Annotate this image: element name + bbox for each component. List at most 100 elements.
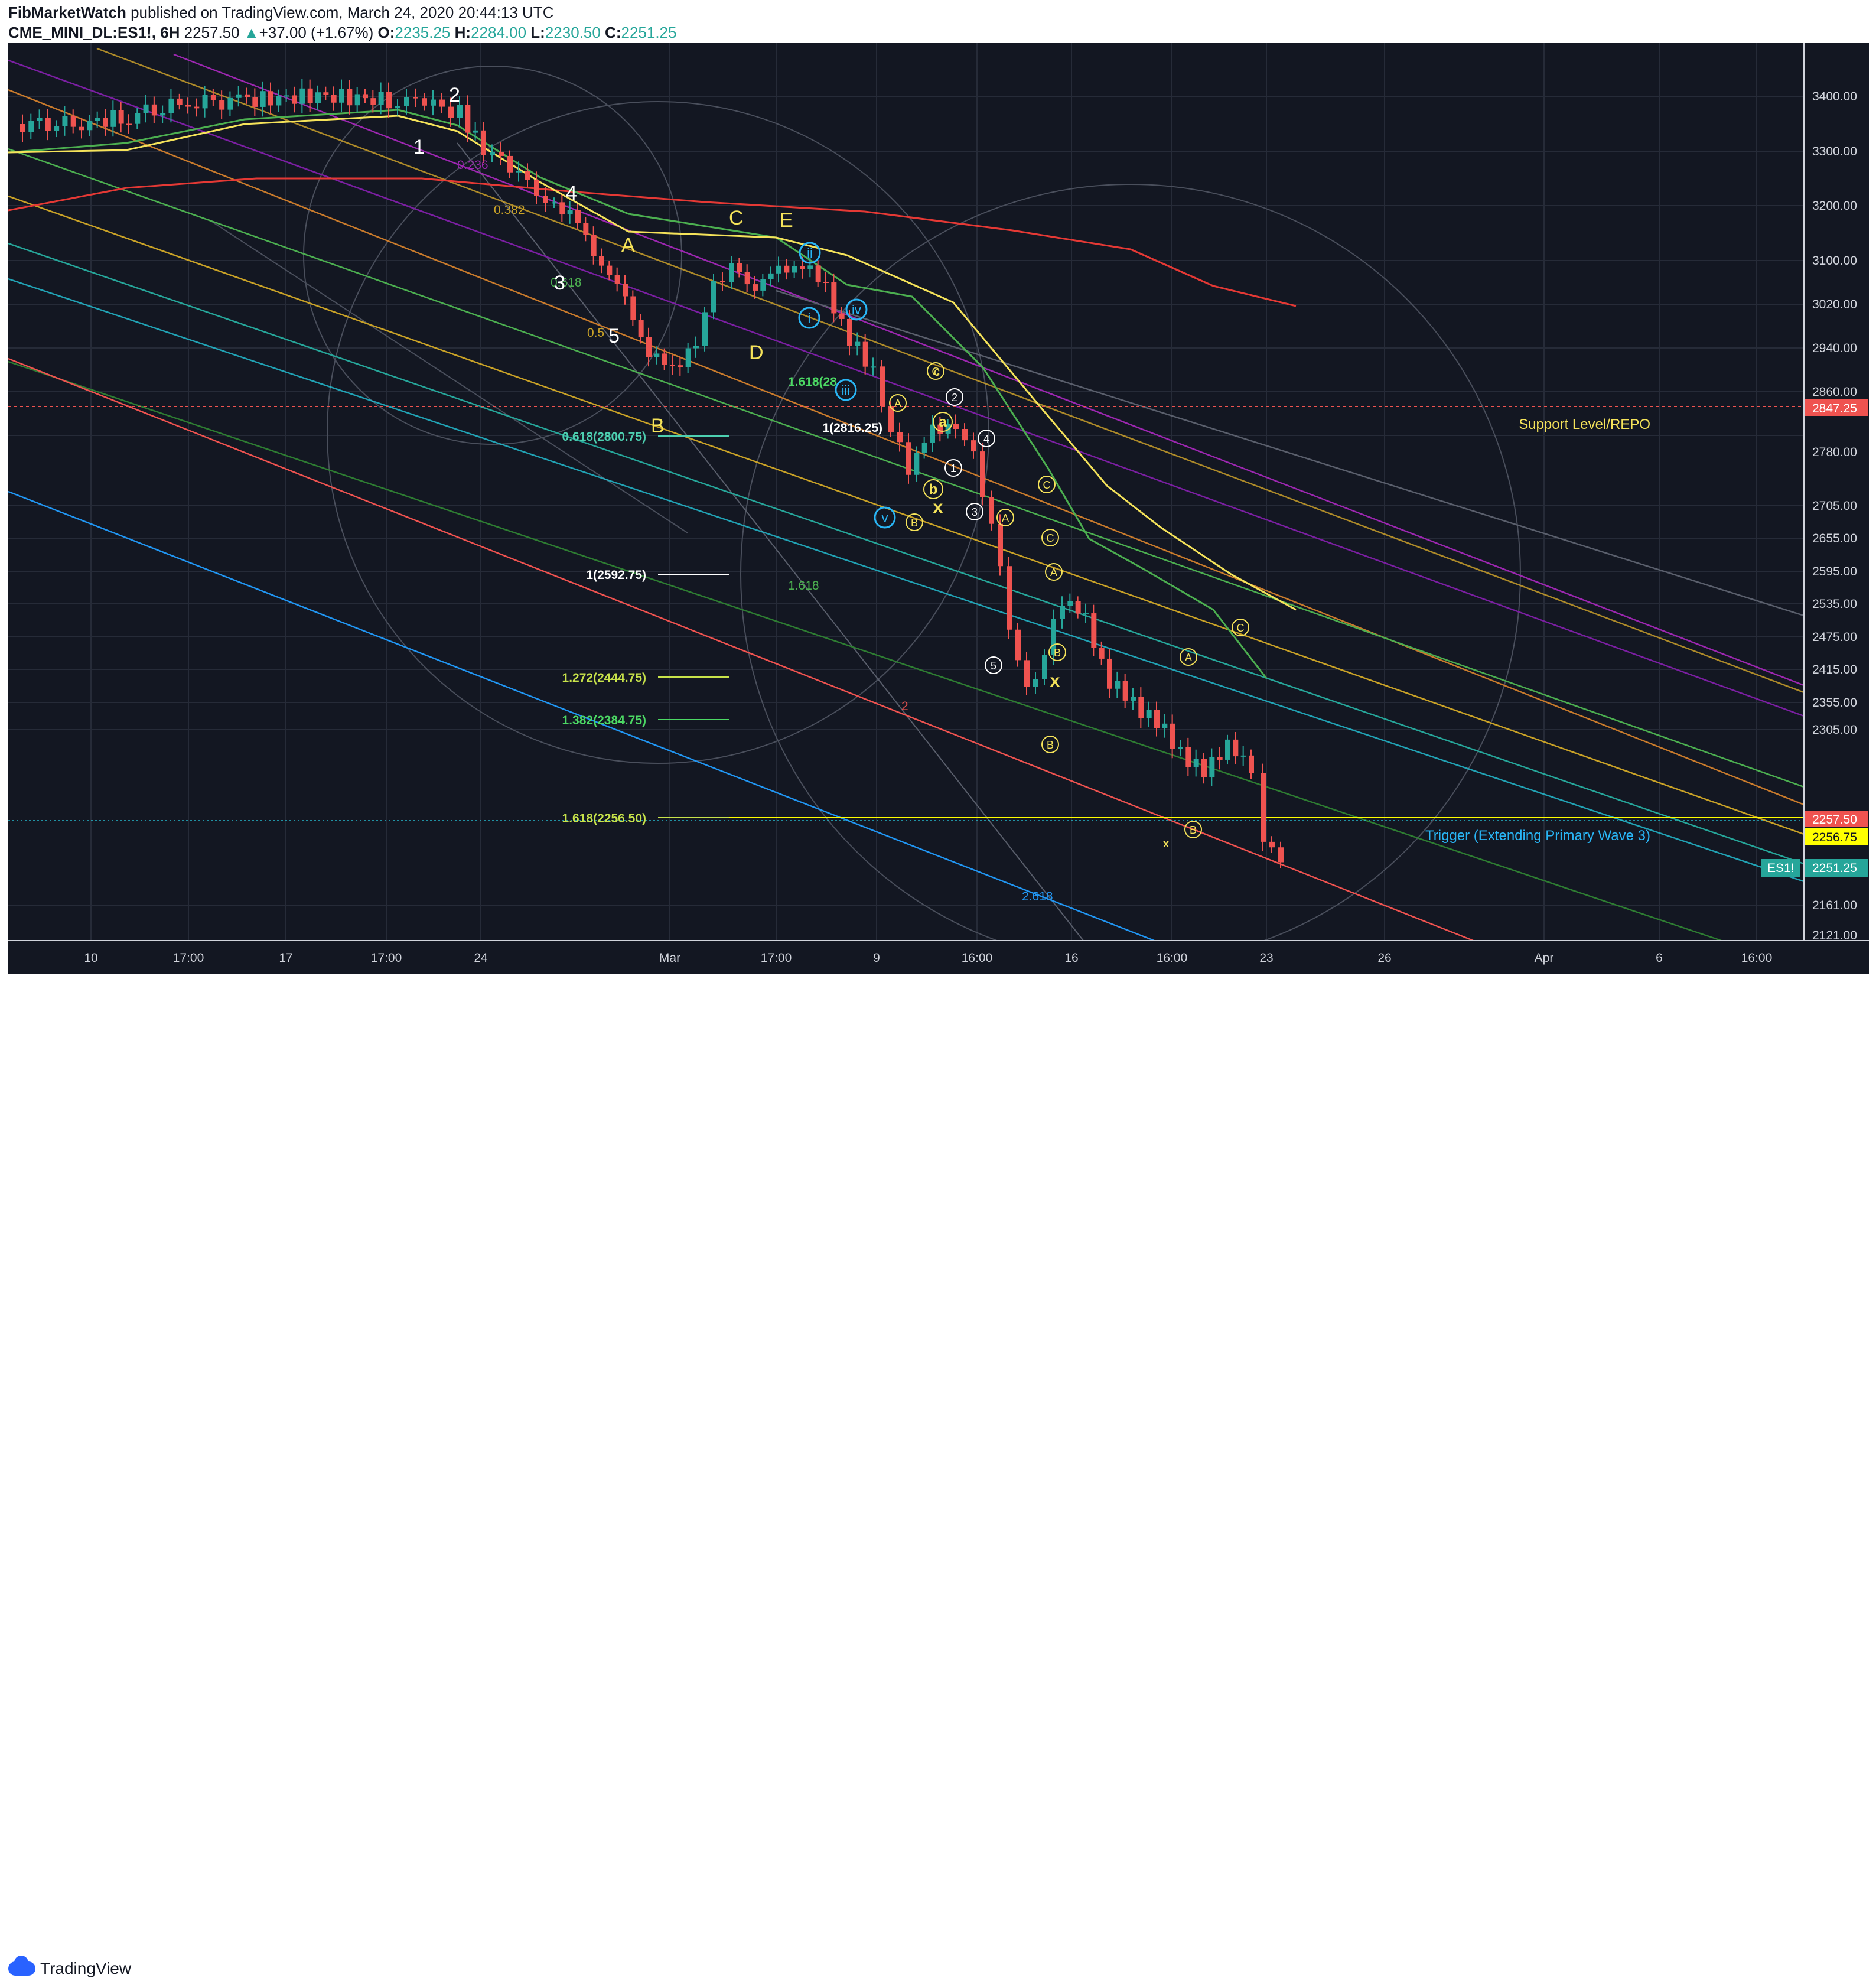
circled-1: 1: [950, 463, 956, 474]
candle-bull: [711, 281, 716, 313]
candle-bear: [599, 256, 604, 266]
candle-bear: [862, 341, 868, 367]
candle-bear: [534, 180, 539, 196]
level-labels: Support Level/REPO Trigger (Extending Pr…: [1425, 417, 1650, 844]
symbol-badge-text: ES1!: [1767, 861, 1794, 875]
candle-bear: [623, 284, 628, 297]
candle-bull: [760, 279, 766, 291]
candle-bull: [768, 273, 774, 279]
candle-bull: [236, 94, 242, 98]
small-c-label: c: [934, 366, 940, 379]
time-tick: 17:00: [371, 951, 402, 965]
price-badge-last-text: 2257.50: [1812, 813, 1857, 827]
wave-label-B: B: [651, 415, 665, 437]
candle-bear: [177, 98, 183, 105]
candle-bear: [465, 105, 471, 133]
fib-level-labels: 0.618(2800.75) 1(2816.25) 1.618(28 1(259…: [562, 375, 882, 825]
circled-B-2: B: [1047, 739, 1054, 751]
fib-fan-lines: [8, 47, 1805, 942]
candle-bear: [151, 104, 157, 116]
symbol-name[interactable]: CME_MINI_DL:ES1!, 6H: [8, 24, 180, 41]
candle-bear: [103, 118, 108, 127]
price-badge-trigger: [1805, 828, 1868, 845]
candle-bear: [1154, 710, 1160, 728]
candle-bull: [143, 104, 149, 113]
circled-A-1: A: [894, 398, 901, 409]
price-badge-support: [1805, 399, 1868, 416]
candle-bear: [413, 97, 418, 99]
price-tick: 2595.00: [1812, 565, 1857, 578]
tradingview-brand: TradingView: [40, 1959, 132, 1977]
price-tick: 2161.00: [1812, 899, 1857, 912]
circled-B-3: B: [1054, 647, 1061, 659]
wave-label-A: A: [621, 234, 635, 256]
wave-label-4: 4: [566, 182, 577, 204]
circled-4: 4: [983, 433, 989, 445]
candle-bear: [1107, 658, 1112, 689]
time-axis[interactable]: 10 17:00 17 17:00 24 Mar 17:00 9 16:00 1…: [8, 940, 1869, 974]
price-candles: [20, 79, 1284, 868]
fib-label-0618: 0.618(2800.75): [562, 430, 646, 444]
price-tick: 2355.00: [1812, 696, 1857, 710]
wave-label-5: 5: [608, 325, 620, 347]
candle-bear: [1091, 613, 1097, 648]
grid: [8, 43, 1804, 941]
price-badge-trigger-text: 2256.75: [1812, 831, 1857, 844]
candle-bull: [1051, 619, 1056, 655]
author-name[interactable]: FibMarketWatch: [8, 4, 126, 21]
candle-bear: [839, 313, 845, 319]
candle-bull: [299, 88, 305, 104]
circled-5: 5: [991, 660, 996, 672]
circled-A-2: A: [1002, 512, 1009, 524]
candle-bear: [823, 281, 829, 283]
wave-label-E: E: [780, 209, 793, 232]
candle-bear: [998, 523, 1003, 567]
candle-bear: [737, 263, 742, 272]
time-tick: 16: [1064, 951, 1078, 965]
candle-bear: [753, 284, 758, 291]
price-change: +37.00 (+1.67%): [259, 24, 374, 41]
candle-bull: [490, 151, 495, 155]
candle-bull: [1162, 723, 1168, 728]
x-label-1: x: [933, 497, 943, 517]
high-label: H:: [454, 24, 471, 41]
symbol-badge: [1761, 859, 1800, 877]
wave-label-C: C: [729, 207, 744, 229]
candle-bull: [702, 312, 708, 346]
publication-line: FibMarketWatch published on TradingView.…: [8, 4, 553, 22]
candle-bear: [118, 110, 124, 124]
time-tick: 26: [1377, 951, 1391, 965]
chart-pane[interactable]: 0.618(2800.75) 1(2816.25) 1.618(28 1(259…: [8, 43, 1869, 974]
tradingview-cloud-icon: [8, 1956, 35, 1976]
candle-bear: [370, 98, 376, 105]
price-axis[interactable]: 3400.00 3300.00 3200.00 3100.00 3020.00 …: [1761, 43, 1869, 942]
circled-small-a: a: [939, 414, 947, 430]
circled-i: i: [808, 311, 811, 326]
open-label: O:: [377, 24, 395, 41]
time-tick: 17:00: [173, 951, 204, 965]
circled-small-b: b: [929, 482, 938, 497]
candle-bull: [792, 266, 797, 273]
candle-bull: [227, 97, 233, 110]
candle-bull: [354, 94, 360, 106]
candle-bear: [591, 235, 597, 256]
candle-bear: [1170, 723, 1175, 749]
candle-bear: [422, 98, 427, 106]
candle-bull: [1240, 755, 1246, 757]
tradingview-logo[interactable]: TradingView: [8, 1956, 132, 1978]
last-price: 2257.50: [184, 24, 240, 41]
circled-A-3: A: [1050, 567, 1057, 578]
close-label: C:: [605, 24, 621, 41]
time-tick: 16:00: [1157, 951, 1188, 965]
candle-bull: [914, 453, 920, 475]
candle-bear: [1185, 747, 1191, 767]
chart-canvas[interactable]: 0.618(2800.75) 1(2816.25) 1.618(28 1(259…: [8, 43, 1869, 974]
fan-label-0618: 0.618: [551, 276, 582, 289]
candle-bear: [363, 94, 368, 99]
candle-bear: [386, 92, 392, 109]
circled-C-2: C: [1047, 532, 1054, 544]
candle-bull: [378, 92, 384, 105]
candle-bear: [1249, 755, 1254, 773]
circled-C-3: C: [1043, 479, 1051, 491]
candle-bull: [1060, 606, 1065, 620]
